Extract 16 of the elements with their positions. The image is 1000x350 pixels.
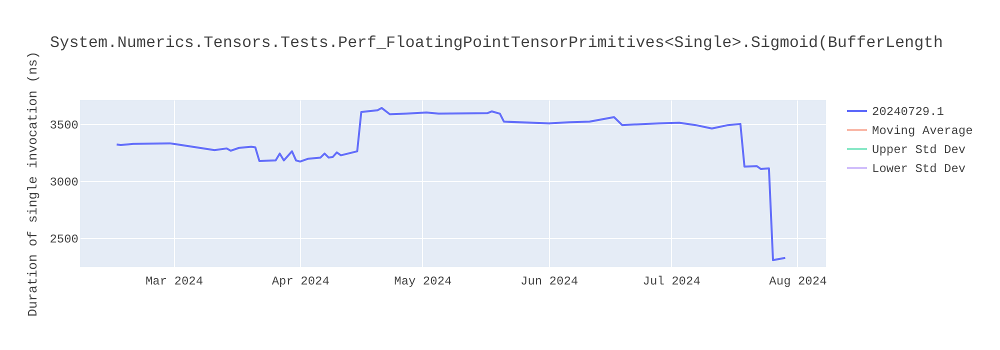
chart-title: System.Numerics.Tensors.Tests.Perf_FloatingPointTensorPrimitives<Single>.Sigmoid(BufferLength [50,34,943,52]
x-tick-label: May 2024 [394,274,452,288]
y-tick-label: 3000 [50,175,78,190]
legend-label: Lower Std Dev [872,162,966,176]
x-tick-label: Jun 2024 [520,274,578,288]
x-tick-label: Mar 2024 [145,274,204,288]
legend-label: 20240729.1 [872,105,944,119]
x-tick-label: Aug 2024 [769,274,827,288]
legend-label: Upper Std Dev [872,143,966,157]
x-tick-label: Apr 2024 [272,274,330,288]
x-tick-label: Jul 2024 [642,274,700,288]
y-tick-label: 2500 [50,232,78,246]
line-series [116,106,786,262]
y-axis-title: Duration of single invocation (ns) [26,51,41,317]
y-tick-label: 3500 [50,118,78,132]
legend-label: Moving Average [872,124,973,138]
